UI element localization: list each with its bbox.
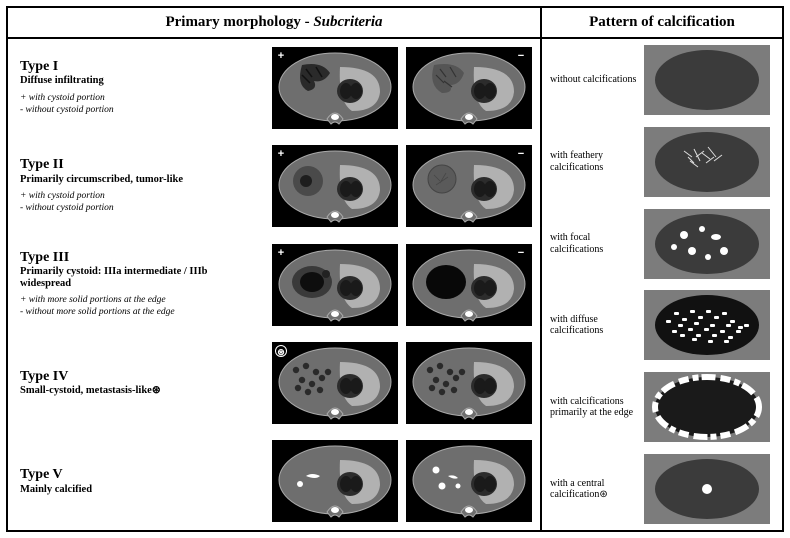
ct-pair: + −: [262, 145, 532, 227]
morphology-column: Primary morphology - Subcriteria Type I …: [8, 8, 542, 530]
type-subtitle: Diffuse infiltrating: [20, 75, 256, 87]
variant-badge: −: [515, 50, 527, 62]
ct-thumbnail: [406, 342, 532, 424]
calc-row: with feathery calcifications: [542, 121, 782, 203]
calcification-header: Pattern of calcification: [542, 8, 782, 39]
type-row: Type V Mainly calcified: [8, 432, 540, 530]
header-text-b: Subcriteria: [313, 14, 382, 30]
type-rows: Type I Diffuse infiltrating + with cysto…: [8, 39, 540, 530]
ct-thumbnail: [272, 440, 398, 522]
ct-thumbnail: −: [406, 47, 532, 129]
header-text-a: Primary morphology -: [165, 14, 313, 30]
variant-badge: −: [515, 247, 527, 259]
variant-badge: +: [275, 148, 287, 160]
calc-row: with diffuse calcifications: [542, 284, 782, 366]
calc-label: without calcifications: [550, 74, 638, 86]
ct-pair: + −: [262, 47, 532, 129]
type-text: Type II Primarily circumscribed, tumor-l…: [20, 157, 262, 215]
type-notes: + with cystoid portion- without cystoid …: [20, 93, 256, 117]
type-subtitle: Mainly calcified: [20, 484, 256, 496]
ct-pair: + −: [262, 244, 532, 326]
calc-icon: [644, 290, 770, 360]
type-title: Type III: [20, 250, 256, 265]
type-title: Type IV: [20, 369, 256, 384]
calc-label: with feathery calcifications: [550, 150, 638, 173]
calc-label: with a central calcification⊛: [550, 478, 638, 501]
type-text: Type IV Small-cystoid, metastasis-like⊛: [20, 369, 262, 397]
calcification-column: Pattern of calcification without calcifi…: [542, 8, 782, 530]
calc-icon: [644, 45, 770, 115]
type-subtitle: Primarily cystoid: IIIa intermediate / I…: [20, 266, 256, 289]
type-text: Type V Mainly calcified: [20, 467, 262, 495]
type-text: Type I Diffuse infiltrating + with cysto…: [20, 59, 262, 117]
ct-thumbnail: ⊛: [272, 342, 398, 424]
variant-badge: +: [275, 50, 287, 62]
ct-thumbnail: −: [406, 145, 532, 227]
type-notes: + with cystoid portion- without cystoid …: [20, 191, 256, 215]
calc-label: with calcifications primarily at the edg…: [550, 396, 638, 419]
calc-row: with focal calcifications: [542, 203, 782, 285]
ct-pair: [262, 440, 532, 522]
type-row: Type IV Small-cystoid, metastasis-like⊛ …: [8, 333, 540, 431]
type-title: Type V: [20, 467, 256, 482]
calc-label: with diffuse calcifications: [550, 314, 638, 337]
calc-rows: without calcifications with feathery calc…: [542, 39, 782, 530]
calc-label: with focal calcifications: [550, 232, 638, 255]
type-title: Type II: [20, 157, 256, 172]
calc-icon: [644, 127, 770, 197]
ct-thumbnail: +: [272, 145, 398, 227]
type-row: Type III Primarily cystoid: IIIa interme…: [8, 235, 540, 333]
variant-badge: ⊛: [275, 345, 287, 357]
calc-row: without calcifications: [542, 39, 782, 121]
ct-thumbnail: +: [272, 47, 398, 129]
type-text: Type III Primarily cystoid: IIIa interme…: [20, 250, 262, 319]
type-notes: + with more solid portions at the edge- …: [20, 295, 256, 319]
type-subtitle: Small-cystoid, metastasis-like⊛: [20, 385, 256, 397]
ct-thumbnail: −: [406, 244, 532, 326]
variant-badge: +: [275, 247, 287, 259]
calc-icon: [644, 454, 770, 524]
calc-row: with calcifications primarily at the edg…: [542, 366, 782, 448]
ct-thumbnail: [406, 440, 532, 522]
type-title: Type I: [20, 59, 256, 74]
ct-thumbnail: +: [272, 244, 398, 326]
type-row: Type II Primarily circumscribed, tumor-l…: [8, 136, 540, 234]
type-row: Type I Diffuse infiltrating + with cysto…: [8, 39, 540, 136]
classification-table: Primary morphology - Subcriteria Type I …: [6, 6, 784, 532]
calc-icon: [644, 209, 770, 279]
variant-badge: −: [515, 148, 527, 160]
ct-pair: ⊛: [262, 342, 532, 424]
type-subtitle: Primarily circumscribed, tumor-like: [20, 174, 256, 186]
morphology-header: Primary morphology - Subcriteria: [8, 8, 540, 39]
calc-row: with a central calcification⊛: [542, 448, 782, 530]
calc-icon: [644, 372, 770, 442]
